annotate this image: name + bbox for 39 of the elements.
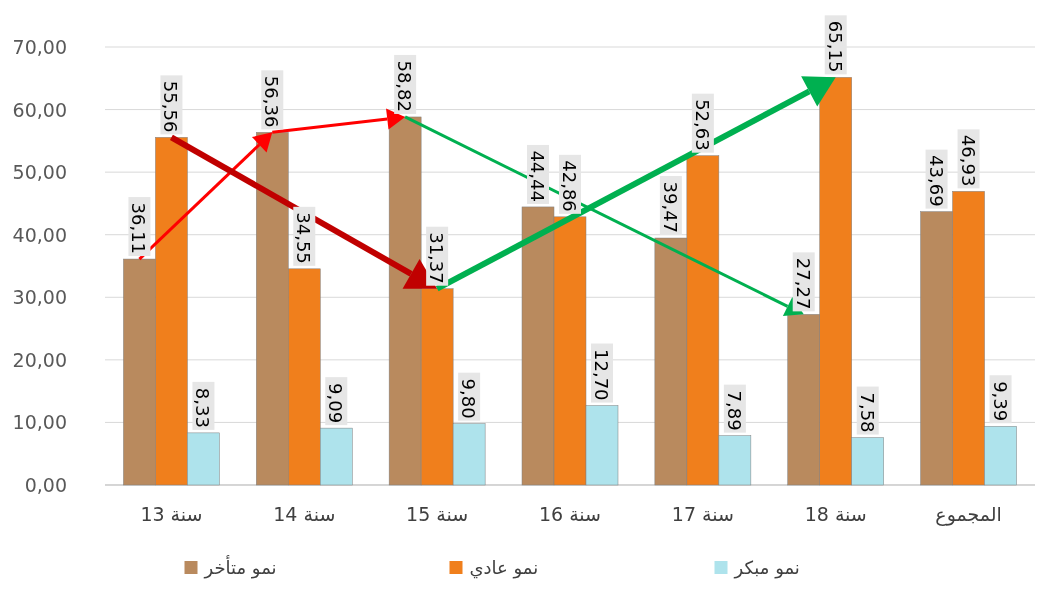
data-label: 9,39 [989, 381, 1011, 422]
data-label: 31,37 [426, 232, 448, 284]
data-label: 36,11 [128, 202, 150, 255]
y-tick-label: 10,00 [12, 411, 67, 434]
y-tick-label: 60,00 [12, 98, 67, 121]
data-label: 7,58 [856, 392, 878, 433]
legend-label: نمو متأخر [203, 555, 277, 579]
x-tick-label: المجموع [935, 503, 1002, 526]
legend-label: نمو عادي [469, 557, 539, 579]
x-tick-label: 16 سنة [538, 503, 602, 525]
data-label: 42,86 [559, 160, 580, 212]
data-label: 27,27 [792, 257, 814, 310]
x-tick-label: 14 سنة [273, 503, 336, 525]
y-tick-label: 40,00 [12, 223, 67, 246]
x-tick-label: 18 سنة [804, 503, 867, 525]
data-label: 9,80 [458, 378, 480, 419]
data-label: 8,33 [192, 387, 214, 428]
data-label: 55,56 [160, 80, 182, 133]
x-tick-label: 17 سنة [671, 503, 734, 525]
y-tick-label: 0,00 [24, 474, 67, 496]
data-label: 39,47 [659, 181, 681, 234]
data-label: 44,44 [527, 150, 548, 202]
y-tick-label: 30,00 [12, 286, 67, 309]
legend-label: نمو مبكر [733, 557, 800, 579]
data-label: 56,36 [261, 75, 283, 128]
data-label: 9,09 [325, 383, 347, 424]
data-label: 65,15 [824, 20, 846, 73]
data-label: 7,89 [723, 390, 745, 431]
data-label: 43,69 [925, 155, 947, 207]
y-tick-label: 70,00 [12, 36, 67, 58]
y-tick-label: 20,00 [12, 348, 67, 371]
data-label: 34,55 [293, 212, 315, 264]
data-label: 58,82 [394, 60, 416, 112]
x-tick-label: 15 سنة [406, 503, 469, 525]
data-label: 12,70 [591, 349, 612, 401]
y-tick-label: 50,00 [12, 161, 67, 184]
data-label: 52,63 [691, 99, 713, 151]
data-label: 46,93 [957, 134, 979, 187]
x-tick-label: 13 سنة [140, 503, 203, 525]
